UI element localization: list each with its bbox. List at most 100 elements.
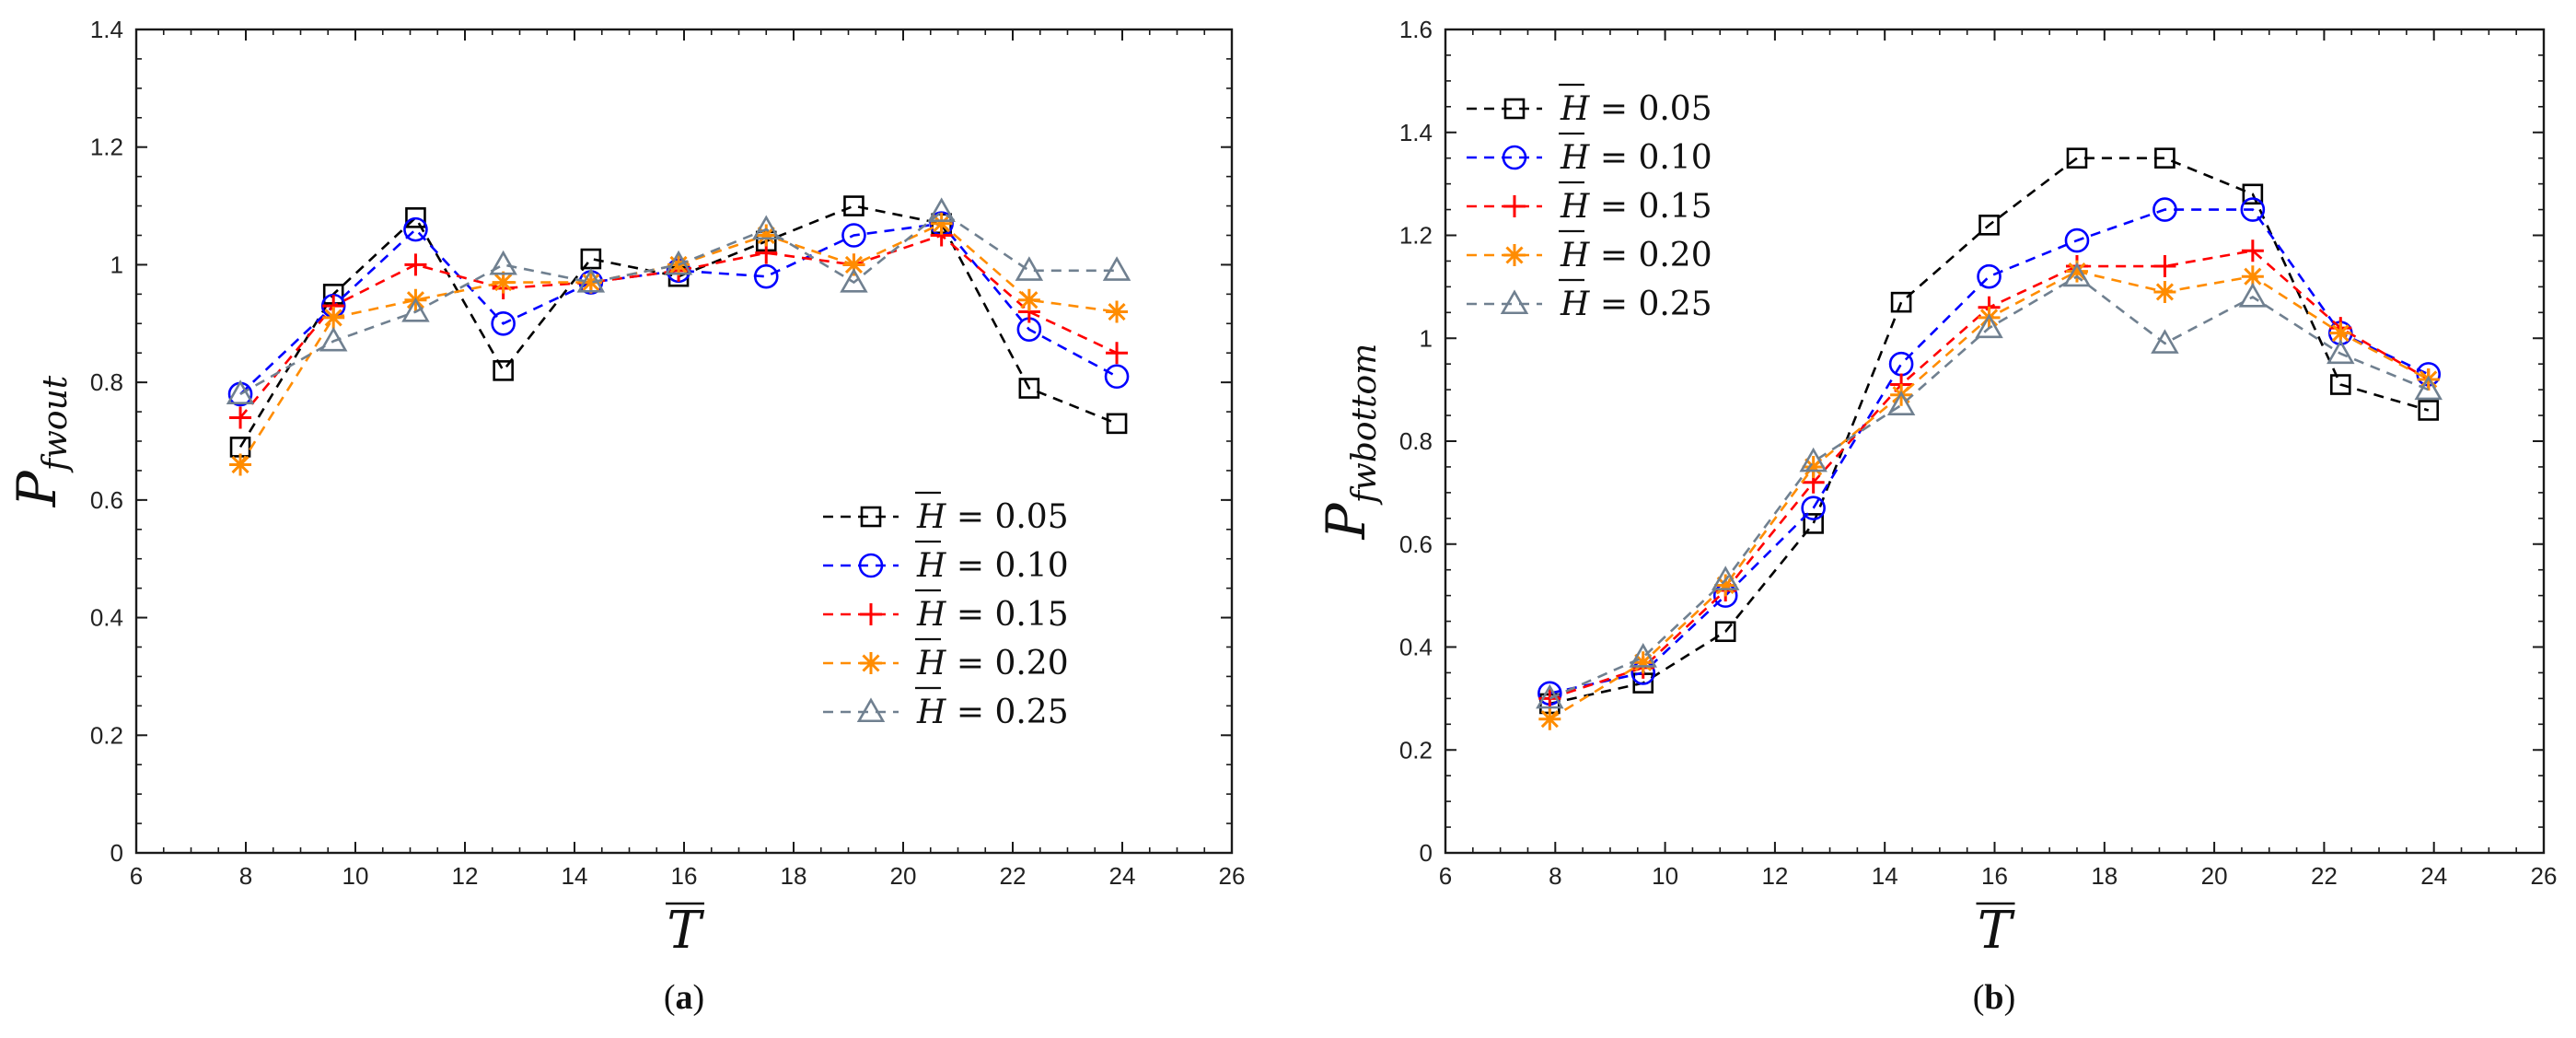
legend-marker — [1500, 289, 1529, 315]
data-point — [2329, 374, 2351, 395]
data-point — [1536, 683, 1564, 709]
series-line — [239, 234, 1118, 419]
x-tick-label: 12 — [1761, 862, 1788, 890]
x-tick-label: 26 — [1219, 862, 1246, 890]
y-axis-label: Pfwbottom — [1315, 344, 1384, 541]
x-tick-label: 14 — [1872, 862, 1898, 890]
data-point — [2066, 147, 2088, 169]
legend: H = 0.05 H = 0.10 H = 0.15 H = 0.20 H = 0.25 — [1467, 83, 1712, 323]
data-point — [2154, 147, 2176, 169]
legend-marker — [858, 553, 884, 578]
data-point — [1102, 256, 1131, 281]
y-tick-label: 0 — [1420, 839, 1433, 867]
panel-caption: (b) — [1973, 978, 2015, 1017]
legend-marker — [860, 603, 882, 625]
data-point — [927, 197, 956, 223]
x-tick-label: 24 — [2420, 862, 2447, 890]
y-axis-label-symbol: P — [6, 470, 68, 507]
x-tick-label: 12 — [452, 862, 479, 890]
series-0.05 — [229, 195, 1128, 458]
data-point — [2241, 239, 2264, 262]
y-axis-label-subscript: fwbottom — [1346, 344, 1384, 507]
data-point — [1711, 566, 1740, 590]
data-point — [1799, 447, 1828, 472]
series-line — [239, 210, 1118, 396]
data-point — [2240, 197, 2266, 222]
data-point — [1017, 288, 1040, 311]
x-tick-label: 8 — [239, 862, 252, 890]
chart-panel-b: 6 8 10 12 14 16 18 20 22 24 26 0 0.2 0.4 0.6 0.8 1 1.2 1.4… — [1315, 16, 2557, 1017]
data-point — [403, 216, 428, 242]
x-tick-label: 16 — [1981, 862, 2008, 890]
series-line — [238, 222, 1118, 466]
x-tick-label: 10 — [342, 862, 369, 890]
data-point — [491, 310, 516, 336]
x-tick-label: 18 — [781, 862, 807, 890]
legend-label: H = 0.05 — [916, 498, 1069, 536]
data-point — [319, 326, 348, 352]
data-point — [1714, 621, 1736, 643]
x-tick-label: 6 — [1439, 862, 1452, 890]
y-tick-label: 0.6 — [90, 486, 123, 514]
data-point — [1975, 313, 2003, 339]
data-point — [229, 406, 252, 429]
data-point — [1978, 215, 2000, 236]
series-line — [1549, 208, 2430, 695]
legend: H = 0.05 H = 0.10 H = 0.15 H = 0.20 H = 0.25 — [823, 491, 1069, 731]
y-axis-label: Pfwout — [6, 375, 75, 507]
legend-label: H = 0.15 — [916, 596, 1069, 634]
x-tick-label: 16 — [671, 862, 698, 890]
data-point — [1803, 513, 1824, 534]
series-line — [1549, 157, 2430, 706]
y-tick-label: 1 — [1420, 324, 1433, 352]
y-tick-label: 1 — [110, 251, 123, 278]
legend-marker — [1502, 145, 1527, 170]
x-tick-label: 26 — [2531, 862, 2558, 890]
x-axis-label: T — [1978, 901, 2015, 961]
data-point — [755, 224, 778, 247]
y-tick-label: 0.8 — [90, 368, 123, 396]
data-point — [2151, 329, 2179, 354]
y-tick-label: 0.2 — [90, 721, 123, 749]
data-point — [1714, 574, 1737, 597]
data-point — [2329, 321, 2352, 344]
data-point — [2065, 260, 2088, 283]
data-point — [2152, 197, 2177, 222]
panel-caption: (a) — [664, 978, 704, 1017]
series-line — [238, 204, 1118, 449]
legend-label: H = 0.25 — [1560, 286, 1712, 323]
y-tick-label: 0 — [110, 839, 123, 867]
legend-marker — [1503, 195, 1526, 217]
data-point — [2414, 375, 2443, 401]
legend-marker — [1503, 98, 1526, 120]
legend-marker — [856, 697, 886, 723]
data-point — [2238, 282, 2268, 308]
x-tick-label: 14 — [562, 862, 588, 890]
series-0.25 — [226, 197, 1131, 404]
series-line — [1549, 274, 2430, 700]
data-point — [1018, 378, 1040, 399]
legend-label: H = 0.20 — [1560, 237, 1712, 274]
x-tick-label: 18 — [2091, 862, 2118, 890]
data-point — [2418, 400, 2440, 421]
y-tick-label: 0.2 — [1399, 736, 1433, 764]
data-point — [1888, 351, 1914, 377]
data-point — [664, 250, 693, 275]
legend-marker — [860, 652, 882, 674]
data-point — [1538, 707, 1561, 730]
y-axis-label-subscript: fwout — [37, 375, 75, 473]
legend-label: H = 0.05 — [1560, 90, 1712, 128]
data-point — [1801, 496, 1826, 520]
data-point — [2062, 262, 2092, 287]
data-point — [1104, 364, 1130, 390]
data-point — [404, 253, 427, 276]
data-point — [1015, 256, 1044, 281]
data-point — [226, 379, 255, 404]
data-point — [1977, 263, 2002, 289]
data-point — [1106, 342, 1129, 365]
data-point — [1631, 651, 1654, 674]
x-tick-label: 22 — [2311, 862, 2338, 890]
series-0.20 — [1538, 260, 2440, 730]
data-point — [2153, 255, 2176, 278]
data-point — [489, 250, 517, 275]
